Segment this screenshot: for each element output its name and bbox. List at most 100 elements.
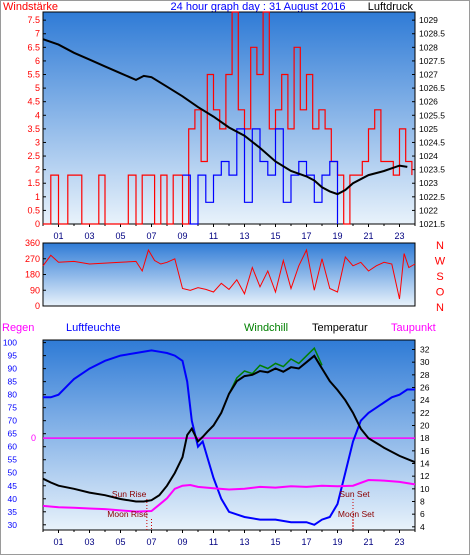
panel1-x-tick-label: 21 [363, 231, 373, 241]
panel3-y-right-tick-label: 22 [420, 408, 430, 418]
panel2-y-tick-label: 180 [25, 270, 40, 280]
panel3-x-tick-label: 21 [363, 537, 373, 547]
panel3-x-tick-label: 07 [146, 537, 156, 547]
panel3-y-left-tick-label: 85 [8, 377, 18, 387]
panel3-y-right-tick-label: 12 [420, 471, 430, 481]
panel1-y-left-tick-label: 3 [35, 137, 40, 147]
wind-speed-line [182, 128, 339, 225]
panel3-x-tick-label: 01 [53, 537, 63, 547]
panel1-y-left-tick-label: 5 [35, 83, 40, 93]
panel1-y-left-tick-label: 2.5 [27, 151, 40, 161]
wind-direction-line [42, 248, 416, 300]
legend-taupunkt: Taupunkt [391, 322, 436, 334]
panel2-y-tick-label: 270 [25, 254, 40, 264]
panel1-y-right-tick-label: 1023 [419, 178, 438, 188]
panel3-rain-tick-label: 0 [31, 433, 36, 443]
panel3-marks: 30 35 40 45 50 55 60 65 70 75 80 85 90 95 100 4 6 8 10 12 14… [3, 338, 430, 547]
panel1-y-left-tick-label: 5.5 [27, 70, 40, 80]
panel3-y-left-tick-label: 60 [8, 442, 18, 452]
panel3-y-left-tick-label: 35 [8, 507, 18, 517]
annotation-label: Sun Set [339, 489, 370, 499]
panel1-y-left-tick-label: 6.5 [27, 42, 40, 52]
panel3-x-tick-label: 23 [394, 537, 404, 547]
panel3-y-left-tick-label: 50 [8, 468, 18, 478]
panel3-plot-area [42, 339, 416, 531]
panel1-x-tick-label: 03 [84, 231, 94, 241]
panel3-x-tick-label: 19 [332, 537, 342, 547]
panel3-y-right-tick-label: 26 [420, 383, 430, 393]
panel1-title: 24 hour graph day : 31 August 2016 [171, 1, 346, 13]
panel1-y-left-tick-label: 1.5 [27, 178, 40, 188]
panel3-x-tick-label: 15 [270, 537, 280, 547]
panel3-x-tick-label: 05 [115, 537, 125, 547]
panel3-y-right-tick-label: 30 [420, 357, 430, 367]
panel3-x-tick-label: 13 [239, 537, 249, 547]
panel1-y-right-tick-label: 1023.5 [419, 165, 445, 175]
panel2-compass-label: O [436, 287, 445, 299]
dewpoint-line [42, 478, 416, 513]
panel1-x-tick-label: 19 [332, 231, 342, 241]
panel1-x-tick-label: 23 [394, 231, 404, 241]
legend-regen: Regen [2, 322, 34, 334]
panel1-y-right-tick-label: 1026.5 [419, 83, 445, 93]
legend-windchill: Windchill [244, 322, 288, 334]
panel1-y-right-tick-label: 1025 [419, 124, 438, 134]
panel3-y-left-tick-label: 45 [8, 481, 18, 491]
panel1-y-left-tick-label: 1 [35, 192, 40, 202]
panel2-compass-label: W [435, 256, 446, 268]
panel1-y-right-tick-label: 1029 [419, 15, 438, 25]
panel3-y-right-tick-label: 28 [420, 370, 430, 380]
panel1-y-left-tick-label: 0.5 [27, 205, 40, 215]
panel1-y-right-tick-label: 1021.5 [419, 219, 445, 229]
panel3-x-tick-label: 03 [84, 537, 94, 547]
panel1-y-right-tick-label: 1024.5 [419, 137, 445, 147]
panel3-y-left-tick-label: 30 [8, 520, 18, 530]
panel3-x-tick-label: 17 [301, 537, 311, 547]
panel1-y-right-tick-label: 1028 [419, 42, 438, 52]
panel1-y-right-tick-label: 1024 [419, 151, 438, 161]
panel3-y-left-tick-label: 55 [8, 455, 18, 465]
panel1-right-label: Luftdruck [368, 1, 414, 13]
panel2-compass-label: N [436, 240, 444, 252]
temperature-line [42, 354, 416, 503]
panel3-y-left-tick-label: 65 [8, 429, 18, 439]
panel3-y-left-tick-label: 80 [8, 390, 18, 400]
legend-luftfeuchte: Luftfeuchte [66, 322, 120, 334]
panel3-y-left-tick-label: 75 [8, 403, 18, 413]
panel1-y-right-tick-label: 1025.5 [419, 110, 445, 120]
annotation-label: Moon Rise [107, 509, 148, 519]
panel1-y-left-tick-label: 2 [35, 165, 40, 175]
panel3-y-right-tick-label: 10 [420, 484, 430, 494]
panel3-x-tick-label: 09 [177, 537, 187, 547]
panel1-y-left-tick-label: 6 [35, 56, 40, 66]
panel1-y-left-tick-label: 3.5 [27, 124, 40, 134]
panel2-y-tick-label: 360 [25, 238, 40, 248]
panel1-y-right-tick-label: 1026 [419, 97, 438, 107]
panel3-y-right-tick-label: 14 [420, 459, 430, 469]
panel1-x-tick-label: 09 [177, 231, 187, 241]
windchill-line [228, 346, 323, 395]
pressure-line [42, 38, 408, 196]
panel3-x-tick-label: 11 [209, 537, 218, 547]
humidity-line [43, 349, 415, 526]
panel1-y-left-tick-label: 7 [35, 29, 40, 39]
panel3-y-right-tick-label: 16 [420, 446, 430, 456]
panel2-compass-label: N [436, 302, 444, 314]
panel3-y-right-tick-label: 20 [420, 421, 430, 431]
panel1-x-tick-label: 15 [270, 231, 280, 241]
panel3-y-right-tick-label: 18 [420, 433, 430, 443]
panel2-y-tick-label: 90 [30, 285, 40, 295]
panel1-y-left-tick-label: 4 [35, 110, 40, 120]
panel1-x-tick-label: 05 [115, 231, 125, 241]
panel1-y-right-tick-label: 1022.5 [419, 192, 445, 202]
panel1-x-tick-label: 11 [209, 231, 218, 241]
panel1-left-label: Windstärke [3, 1, 58, 13]
panel1-x-tick-label: 13 [239, 231, 249, 241]
panel1-x-tick-label: 07 [146, 231, 156, 241]
panel2-compass-label: S [436, 271, 443, 283]
panel3-y-left-tick-label: 70 [8, 416, 18, 426]
panel3-y-left-tick-label: 90 [8, 364, 18, 374]
panel3-y-left-tick-label: 40 [8, 494, 18, 504]
panel3-y-right-tick-label: 32 [420, 345, 430, 355]
